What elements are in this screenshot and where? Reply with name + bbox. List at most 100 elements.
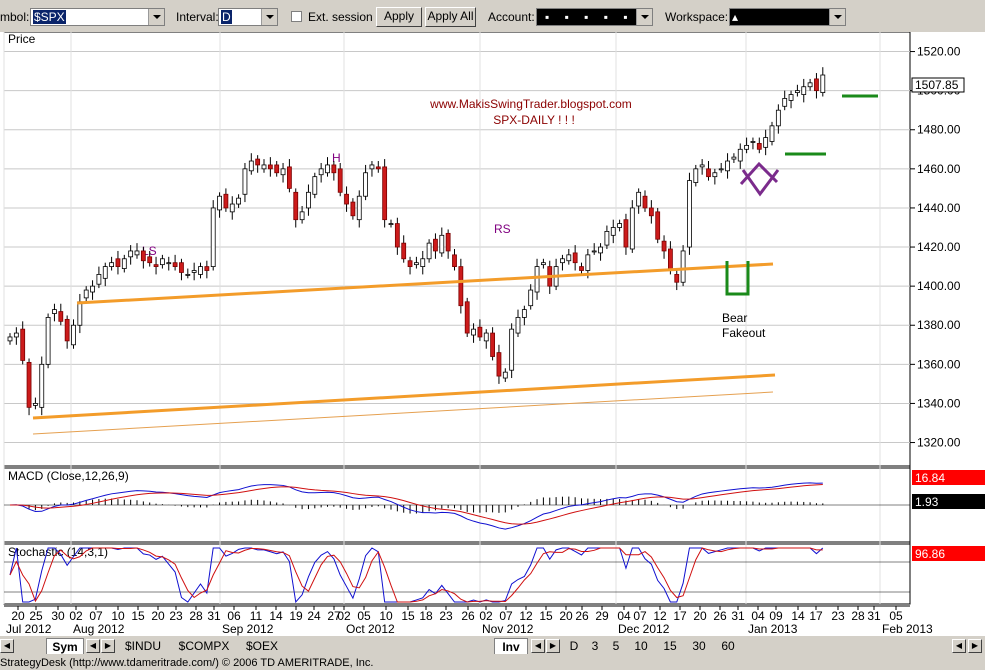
candle bbox=[236, 197, 242, 205]
candle bbox=[204, 266, 210, 271]
scroll-right-icon[interactable]: ▶ bbox=[546, 639, 560, 653]
x-tick-label: 29 bbox=[595, 609, 609, 623]
x-tick-label: 02 bbox=[69, 609, 83, 623]
tab-interval-60[interactable]: 60 bbox=[721, 639, 735, 653]
candle bbox=[496, 352, 502, 377]
candle bbox=[464, 301, 470, 334]
x-tick-label: 31 bbox=[867, 609, 881, 623]
candle bbox=[610, 227, 616, 236]
ext-session-checkbox[interactable] bbox=[291, 11, 302, 22]
chevron-down-icon[interactable] bbox=[829, 9, 845, 25]
candle bbox=[179, 262, 184, 273]
stoch-value-box bbox=[912, 546, 985, 561]
tab-interval-10[interactable]: 10 bbox=[634, 639, 648, 653]
symbol-combo[interactable]: $SPX bbox=[30, 8, 165, 26]
candle bbox=[807, 82, 813, 88]
x-tick-label: 31 bbox=[207, 609, 221, 623]
tab-symbol-oex[interactable]: $OEX bbox=[245, 639, 278, 653]
x-tick-label: 17 bbox=[673, 609, 687, 623]
subtitle-annotation: SPX-DAILY ! ! ! bbox=[493, 113, 575, 127]
chevron-down-icon[interactable] bbox=[148, 9, 164, 25]
candle bbox=[483, 332, 489, 342]
y-tick-label: 1520.00 bbox=[917, 45, 961, 59]
x-tick-label: 05 bbox=[357, 609, 371, 623]
x-tick-label: 02 bbox=[337, 609, 351, 623]
candle bbox=[788, 94, 794, 101]
scroll-right-icon[interactable]: ▶ bbox=[968, 639, 982, 653]
candle bbox=[134, 250, 140, 256]
status-text: StrategyDesk (http://www.tdameritrade.co… bbox=[0, 657, 374, 669]
interval-combo[interactable]: D bbox=[218, 8, 278, 26]
macd-value-box bbox=[912, 470, 985, 485]
workspace-combo[interactable]: ▴ bbox=[729, 8, 846, 26]
x-month-label: Aug 2012 bbox=[73, 622, 125, 636]
candle bbox=[217, 195, 222, 211]
candle bbox=[585, 254, 591, 271]
tab-symbol-compx[interactable]: $COMPX bbox=[178, 639, 230, 653]
candle bbox=[687, 180, 692, 248]
x-month-label: Jul 2012 bbox=[6, 622, 52, 636]
x-tick-label: 14 bbox=[269, 609, 283, 623]
candle bbox=[267, 164, 273, 170]
candle bbox=[153, 264, 159, 267]
macd-signal-value: 1.93 bbox=[915, 495, 939, 509]
candle bbox=[280, 168, 286, 176]
chevron-mark-2 bbox=[741, 169, 780, 197]
candle bbox=[579, 266, 584, 271]
x-tick-label: 28 bbox=[851, 609, 865, 623]
candle bbox=[71, 324, 76, 346]
candle bbox=[7, 336, 13, 342]
tab-interval-30[interactable]: 30 bbox=[692, 639, 706, 653]
scroll-left-icon[interactable]: ◀ bbox=[86, 639, 100, 653]
candle bbox=[77, 301, 83, 326]
candle bbox=[477, 326, 483, 338]
x-month-label: Nov 2012 bbox=[482, 622, 534, 636]
tab-interval-d[interactable]: D bbox=[569, 639, 579, 653]
candle bbox=[699, 164, 705, 168]
x-tick-label: 17 bbox=[809, 609, 823, 623]
tab-sym[interactable]: Sym bbox=[46, 638, 84, 654]
candle bbox=[248, 160, 254, 172]
x-tick-label: 23 bbox=[169, 609, 183, 623]
tab-interval-5[interactable]: 5 bbox=[612, 639, 620, 653]
scroll-right-icon[interactable]: ▶ bbox=[101, 639, 115, 653]
site-annotation: www.MakisSwingTrader.blogspot.com bbox=[429, 97, 632, 111]
y-tick-label: 1320.00 bbox=[917, 436, 961, 450]
candle bbox=[737, 148, 743, 162]
candle bbox=[210, 207, 216, 267]
candle bbox=[52, 309, 57, 314]
chevron-down-icon[interactable] bbox=[261, 9, 277, 25]
x-tick-label: 26 bbox=[461, 609, 475, 623]
candle bbox=[242, 168, 248, 195]
tab-symbol-indu[interactable]: $INDU bbox=[124, 639, 161, 653]
candle bbox=[706, 168, 711, 178]
candle bbox=[534, 266, 540, 293]
tab-interval-15[interactable]: 15 bbox=[663, 639, 677, 653]
x-tick-label: 20 bbox=[151, 609, 165, 623]
account-combo[interactable]: ▪ ▪ ▪ ▪ ▪ bbox=[536, 8, 653, 26]
candle bbox=[13, 332, 19, 338]
candle bbox=[261, 164, 267, 170]
candle bbox=[394, 223, 400, 248]
last-price: 1507.85 bbox=[915, 78, 959, 92]
macd-label: MACD (Close,12,26,9) bbox=[8, 469, 129, 483]
x-tick-label: 26 bbox=[575, 609, 589, 623]
tab-interval-3[interactable]: 3 bbox=[591, 639, 599, 653]
interval-value: D bbox=[221, 10, 232, 24]
tab-inv[interactable]: Inv bbox=[494, 638, 528, 654]
candle bbox=[318, 168, 324, 176]
scroll-left-icon[interactable]: ◀ bbox=[0, 639, 14, 653]
x-tick-label: 23 bbox=[439, 609, 453, 623]
chevron-down-icon[interactable] bbox=[636, 9, 652, 25]
apply-all-button[interactable]: Apply All bbox=[425, 7, 476, 27]
candle bbox=[490, 332, 496, 357]
fakeout-annotation: Fakeout bbox=[722, 326, 766, 340]
candle bbox=[293, 191, 299, 221]
scroll-left-icon[interactable]: ◀ bbox=[531, 639, 545, 653]
account-value: ▪ ▪ ▪ ▪ ▪ bbox=[545, 10, 634, 24]
x-month-label: Feb 2013 bbox=[882, 622, 933, 636]
scroll-left-icon[interactable]: ◀ bbox=[952, 639, 966, 653]
price-panel-label: Price bbox=[8, 32, 36, 46]
y-tick-label: 1400.00 bbox=[917, 279, 961, 293]
apply-button[interactable]: Apply bbox=[376, 7, 422, 27]
